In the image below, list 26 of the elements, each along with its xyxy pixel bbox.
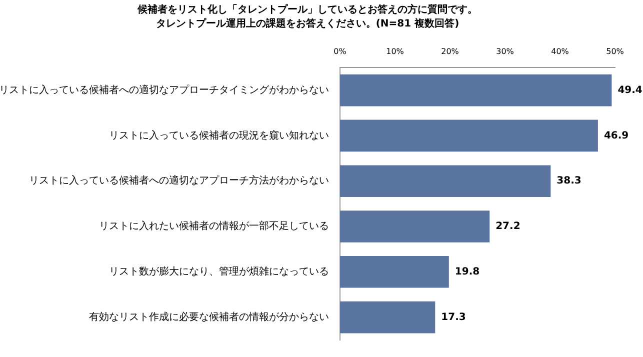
bar xyxy=(340,210,490,242)
data-label: 49.4 xyxy=(618,84,642,96)
data-label: 46.9 xyxy=(604,130,629,142)
bar xyxy=(340,256,449,288)
bar xyxy=(340,165,551,197)
y-tick-label: リストに入っている候補者の現況を窺い知れない xyxy=(109,129,329,142)
x-tick-label: 20% xyxy=(441,46,460,56)
y-tick-label: リストに入れたい候補者の情報が一部不足している xyxy=(99,220,329,232)
x-tick-label: 50% xyxy=(606,46,624,56)
y-tick-label: リスト数が膨大になり、管理が煩雑になっている xyxy=(109,265,329,278)
data-label: 19.8 xyxy=(454,266,480,278)
y-tick-label: リストに入っている候補者への適切なアプローチタイミングがわからない xyxy=(0,84,329,96)
bar xyxy=(340,301,436,334)
chart-subtitle: タレントプール運用上の課題をお答えください。(N=81 複数回答) xyxy=(156,18,460,30)
x-tick-label: 10% xyxy=(386,46,404,56)
bar xyxy=(340,74,612,106)
y-tick-label: 有効なリスト作成に必要な候補者の情報が分からない xyxy=(89,310,329,323)
data-label: 27.2 xyxy=(496,221,520,232)
x-tick-label: 0% xyxy=(334,46,347,56)
y-tick-label: リストに入っている候補者への適切なアプローチ方法がわからない xyxy=(29,174,329,187)
data-label: 38.3 xyxy=(556,176,582,187)
bar xyxy=(340,120,598,152)
chart-title: 候補者をリスト化し「タレントプール」しているとお答えの方に質問です。 xyxy=(136,4,478,16)
x-tick-label: 30% xyxy=(496,46,514,56)
x-tick-label: 40% xyxy=(551,46,570,56)
data-label: 17.3 xyxy=(441,312,466,323)
